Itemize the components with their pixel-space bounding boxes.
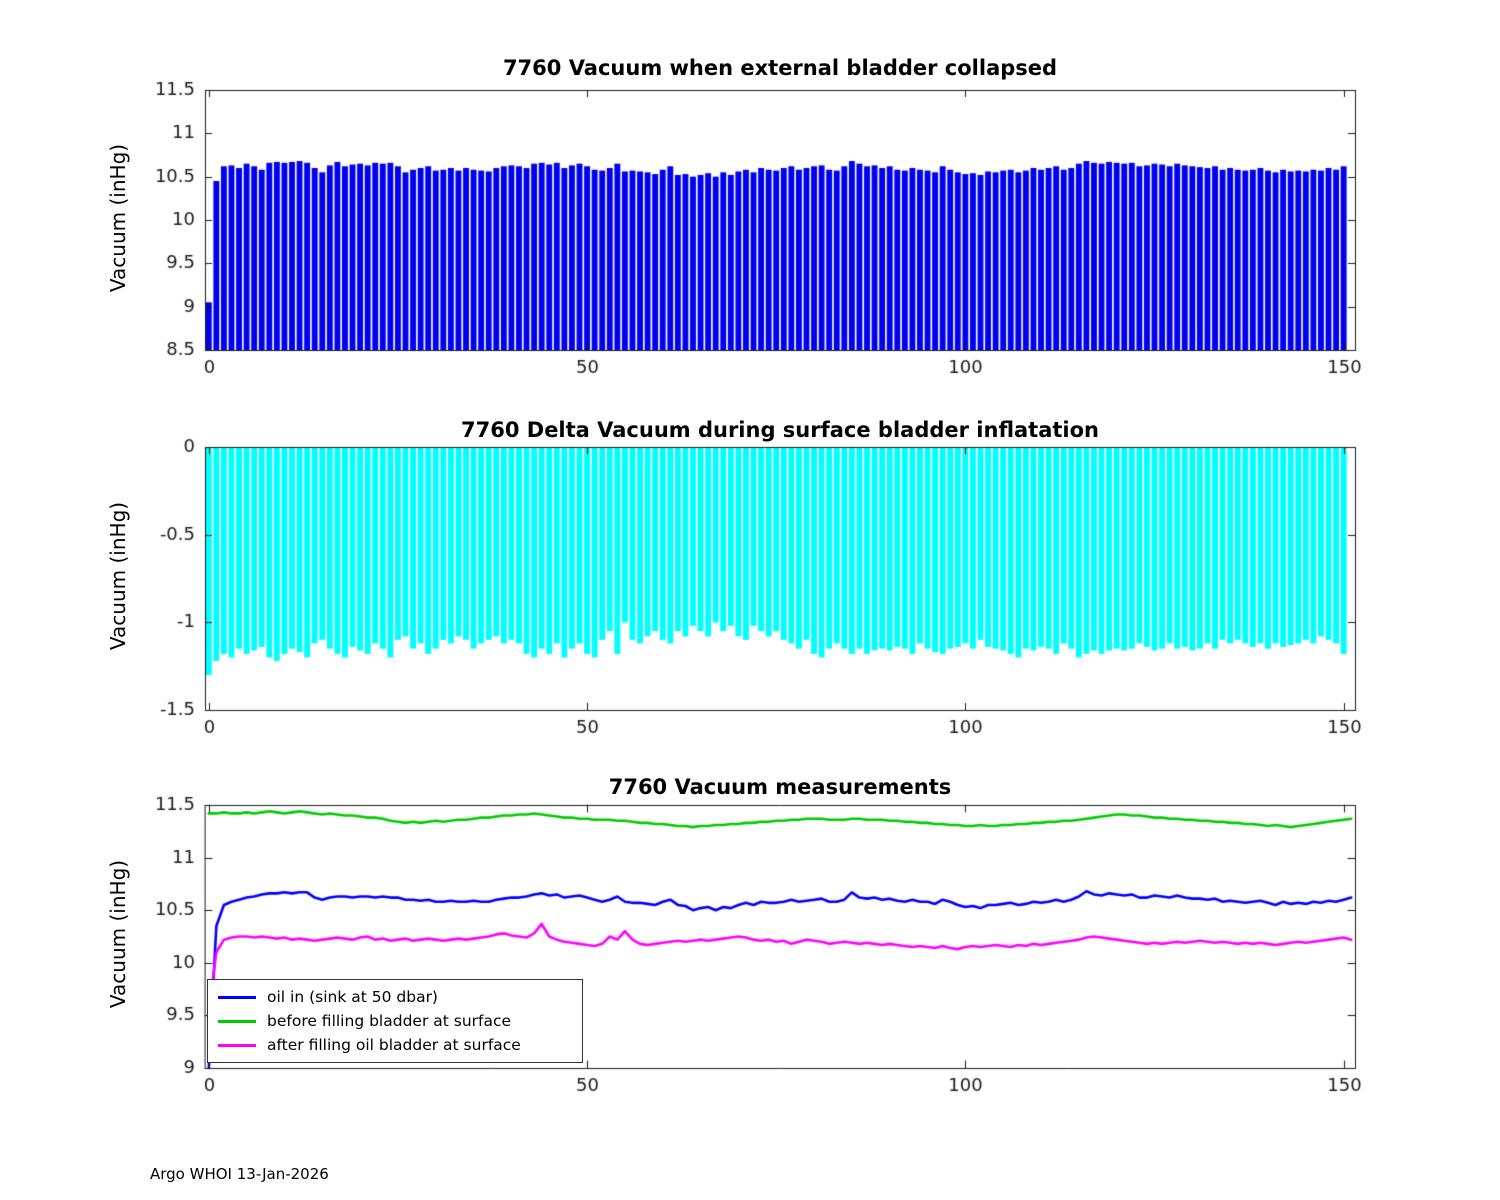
legend-line-blue-swatch	[218, 995, 256, 999]
legend-line-green-swatch	[218, 1019, 256, 1023]
legend-box: oil in (sink at 50 dbar) before filling …	[207, 979, 583, 1063]
middle-chart-ylabel: Vacuum (inHg)	[106, 501, 130, 651]
legend-item-oil-in: oil in (sink at 50 dbar)	[218, 985, 572, 1009]
top-chart-title: 7760 Vacuum when external bladder collap…	[502, 56, 1058, 80]
footer-annotation: Argo WHOI 13-Jan-2026	[150, 1165, 329, 1183]
bottom-chart-ylabel: Vacuum (inHg)	[106, 859, 130, 1009]
legend-label: oil in (sink at 50 dbar)	[267, 988, 438, 1006]
legend-item-after-filling: after filling oil bladder at surface	[218, 1033, 572, 1057]
bottom-chart-title: 7760 Vacuum measurements	[608, 775, 952, 799]
middle-chart-title: 7760 Delta Vacuum during surface bladder…	[461, 418, 1099, 442]
legend-label: before filling bladder at surface	[267, 1012, 512, 1030]
legend-line-magenta-swatch	[218, 1043, 256, 1047]
legend-label: after filling oil bladder at surface	[267, 1036, 521, 1054]
top-chart-ylabel: Vacuum (inHg)	[106, 143, 130, 293]
legend-item-before-filling: before filling bladder at surface	[218, 1009, 572, 1033]
